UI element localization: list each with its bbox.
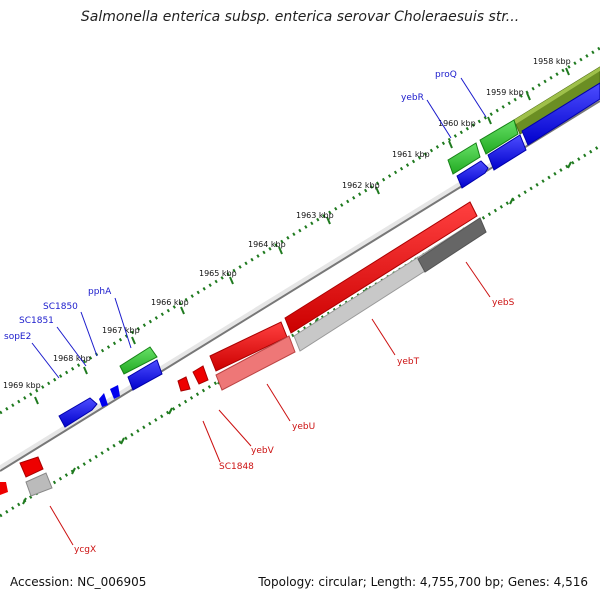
kbp-label: 1968 kbp xyxy=(53,354,91,363)
leader-proQ xyxy=(460,77,487,118)
gene-olive-shade xyxy=(514,67,600,124)
gene-forward-b xyxy=(456,160,489,189)
upper-gene-labels: proQ yebR pphA SC1850 SC1851 sopE2 xyxy=(4,70,457,342)
gene-label: SC1851 xyxy=(19,316,54,326)
gene-yebU xyxy=(215,335,296,391)
gene-label: yebV xyxy=(251,446,275,456)
gene-yebV xyxy=(192,365,209,385)
gene-label: yebS xyxy=(492,298,515,308)
gene-small-blue xyxy=(110,385,120,399)
upper-major-ticks xyxy=(34,67,570,405)
upper-tick-track xyxy=(0,46,600,415)
gene-SC1850 xyxy=(127,359,163,391)
kbp-label: 1965 kbp xyxy=(199,269,237,278)
gene-small-red xyxy=(19,456,44,478)
leader-ycgX xyxy=(49,505,74,546)
accession-text: Accession: NC_006905 xyxy=(10,575,147,589)
leader-yebS xyxy=(465,261,491,298)
forward-genes xyxy=(58,66,600,428)
leader-sopE2 xyxy=(31,342,60,379)
gene-label: sopE2 xyxy=(4,332,31,342)
genome-stats-text: Topology: circular; Length: 4,755,700 bp… xyxy=(258,575,588,589)
gene-yebS-dark xyxy=(417,217,487,273)
kbp-label: 1969 kbp xyxy=(3,381,41,390)
leader-yebU xyxy=(266,383,291,422)
kbp-label: 1961 kbp xyxy=(392,150,430,159)
lower-gene-labels: yebS yebT yebU yebV SC1848 ycgX xyxy=(74,298,515,555)
gene-label: yebT xyxy=(397,357,420,367)
gene-forward-a xyxy=(487,134,527,171)
leader-pphA xyxy=(114,297,132,349)
leader-SC1850 xyxy=(80,311,98,357)
label-leaders xyxy=(31,77,491,546)
gene-yebS xyxy=(284,201,478,334)
kbp-label: 1964 kbp xyxy=(248,240,286,249)
leader-yebT xyxy=(371,318,396,356)
kbp-label: 1958 kbp xyxy=(533,57,571,66)
lower-tick-track xyxy=(0,144,600,518)
kbp-label: 1960 kbp xyxy=(438,119,476,128)
leader-yebV xyxy=(218,409,252,447)
gene-label: ycgX xyxy=(74,545,96,555)
kbp-label: 1967 kbp xyxy=(102,326,140,335)
gene-label: yebU xyxy=(292,422,315,432)
gene-proQ xyxy=(479,119,519,155)
reverse-genes xyxy=(0,201,487,497)
kbp-label: 1966 kbp xyxy=(151,298,189,307)
gene-pphA xyxy=(119,346,158,375)
gene-label: yebR xyxy=(401,93,424,103)
gene-SC1848 xyxy=(177,376,191,392)
gene-sopE2 xyxy=(58,397,98,428)
kbp-label: 1959 kbp xyxy=(486,88,524,97)
gene-SC1851 xyxy=(99,393,108,407)
kbp-labels: 1958 kbp 1959 kbp 1960 kbp 1961 kbp 1962… xyxy=(3,57,571,390)
leader-yebR xyxy=(426,99,452,139)
gene-ycgX xyxy=(25,472,53,497)
kbp-label: 1962 kbp xyxy=(342,181,380,190)
gene-label: SC1848 xyxy=(219,462,254,472)
gene-forward-large xyxy=(521,82,600,146)
gene-edge-red xyxy=(0,482,8,495)
map-title: Salmonella enterica subsp. enterica sero… xyxy=(80,9,520,25)
leader-SC1851 xyxy=(56,326,87,367)
gene-label: proQ xyxy=(435,70,457,80)
kbp-label: 1963 kbp xyxy=(296,211,334,220)
gene-label: pphA xyxy=(88,287,112,297)
leader-SC1848 xyxy=(202,420,221,463)
gene-label: SC1850 xyxy=(43,302,78,312)
gene-yebR xyxy=(447,142,481,175)
